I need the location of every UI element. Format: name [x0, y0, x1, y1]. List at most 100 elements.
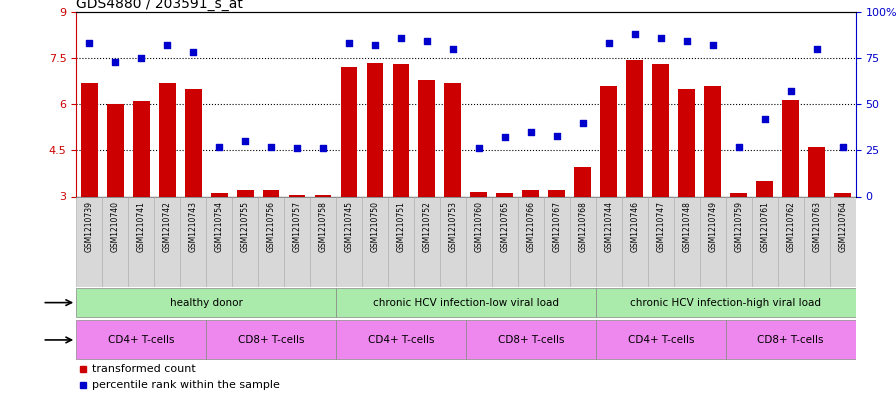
- Bar: [652, 64, 669, 196]
- Bar: [596, 196, 622, 287]
- Point: [368, 42, 383, 48]
- Point: [758, 116, 772, 122]
- Bar: [81, 83, 98, 196]
- Bar: [496, 193, 513, 196]
- Point: [134, 55, 149, 61]
- Bar: [336, 288, 596, 317]
- Bar: [596, 321, 726, 359]
- Bar: [263, 190, 280, 196]
- Text: GDS4880 / 203591_s_at: GDS4880 / 203591_s_at: [76, 0, 243, 11]
- Bar: [314, 195, 332, 196]
- Bar: [648, 196, 674, 287]
- Point: [654, 35, 668, 41]
- Text: GSM1210760: GSM1210760: [474, 201, 484, 252]
- Text: chronic HCV infection-high viral load: chronic HCV infection-high viral load: [630, 298, 822, 308]
- Bar: [726, 196, 752, 287]
- Bar: [518, 196, 544, 287]
- Text: CD8+ T-cells: CD8+ T-cells: [757, 335, 824, 345]
- Text: GSM1210762: GSM1210762: [786, 201, 796, 252]
- Bar: [107, 104, 124, 196]
- Text: GSM1210743: GSM1210743: [188, 201, 198, 252]
- Point: [784, 88, 798, 94]
- Bar: [206, 196, 232, 287]
- Point: [264, 143, 279, 150]
- Bar: [392, 64, 409, 196]
- Point: [524, 129, 538, 135]
- Text: GSM1210749: GSM1210749: [708, 201, 718, 252]
- Bar: [159, 83, 176, 196]
- Bar: [544, 196, 570, 287]
- Text: GSM1210754: GSM1210754: [214, 201, 224, 252]
- Text: GSM1210763: GSM1210763: [812, 201, 822, 252]
- Bar: [622, 196, 648, 287]
- Bar: [76, 288, 336, 317]
- Text: CD4+ T-cells: CD4+ T-cells: [627, 335, 694, 345]
- Point: [238, 138, 253, 144]
- Bar: [834, 193, 851, 196]
- Bar: [366, 62, 383, 196]
- Text: GSM1210767: GSM1210767: [552, 201, 562, 252]
- Text: CD4+ T-cells: CD4+ T-cells: [367, 335, 435, 345]
- Text: healthy donor: healthy donor: [169, 298, 243, 308]
- Text: GSM1210752: GSM1210752: [422, 201, 432, 252]
- Point: [810, 46, 824, 52]
- Bar: [180, 196, 206, 287]
- Bar: [782, 99, 799, 196]
- Text: GSM1210755: GSM1210755: [240, 201, 250, 252]
- Bar: [466, 196, 492, 287]
- Bar: [726, 321, 856, 359]
- Point: [576, 119, 590, 126]
- Text: GSM1210745: GSM1210745: [344, 201, 354, 252]
- Bar: [596, 288, 856, 317]
- Point: [550, 132, 564, 139]
- Bar: [444, 83, 461, 196]
- Text: GSM1210768: GSM1210768: [578, 201, 588, 252]
- Text: chronic HCV infection-low viral load: chronic HCV infection-low viral load: [373, 298, 559, 308]
- Bar: [128, 196, 154, 287]
- Text: GSM1210759: GSM1210759: [734, 201, 744, 252]
- Text: GSM1210764: GSM1210764: [838, 201, 848, 252]
- Bar: [237, 190, 254, 196]
- Bar: [284, 196, 310, 287]
- Text: transformed count: transformed count: [92, 364, 195, 375]
- Bar: [704, 86, 721, 196]
- Point: [706, 42, 720, 48]
- Bar: [804, 196, 830, 287]
- Bar: [336, 196, 362, 287]
- Bar: [574, 167, 591, 196]
- Point: [628, 31, 642, 37]
- Text: CD8+ T-cells: CD8+ T-cells: [237, 335, 305, 345]
- Bar: [678, 89, 695, 196]
- Point: [186, 49, 201, 55]
- Text: GSM1210741: GSM1210741: [136, 201, 146, 252]
- Bar: [362, 196, 388, 287]
- Bar: [414, 196, 440, 287]
- Bar: [185, 89, 202, 196]
- Bar: [700, 196, 726, 287]
- Bar: [440, 196, 466, 287]
- Bar: [730, 193, 747, 196]
- Bar: [76, 321, 206, 359]
- Bar: [232, 196, 258, 287]
- Bar: [600, 86, 617, 196]
- Bar: [418, 79, 435, 196]
- Bar: [154, 196, 180, 287]
- Text: GSM1210746: GSM1210746: [630, 201, 640, 252]
- Bar: [830, 196, 856, 287]
- Point: [602, 40, 616, 46]
- Point: [290, 145, 305, 152]
- Bar: [470, 192, 487, 196]
- Bar: [752, 196, 778, 287]
- Point: [160, 42, 175, 48]
- Text: CD8+ T-cells: CD8+ T-cells: [497, 335, 564, 345]
- Text: GSM1210748: GSM1210748: [682, 201, 692, 252]
- Point: [420, 38, 435, 44]
- Point: [212, 143, 227, 150]
- Text: GSM1210756: GSM1210756: [266, 201, 276, 252]
- Bar: [466, 321, 596, 359]
- Text: GSM1210757: GSM1210757: [292, 201, 302, 252]
- Text: GSM1210766: GSM1210766: [526, 201, 536, 252]
- Bar: [211, 193, 228, 196]
- Text: GSM1210740: GSM1210740: [110, 201, 120, 252]
- Text: GSM1210761: GSM1210761: [760, 201, 770, 252]
